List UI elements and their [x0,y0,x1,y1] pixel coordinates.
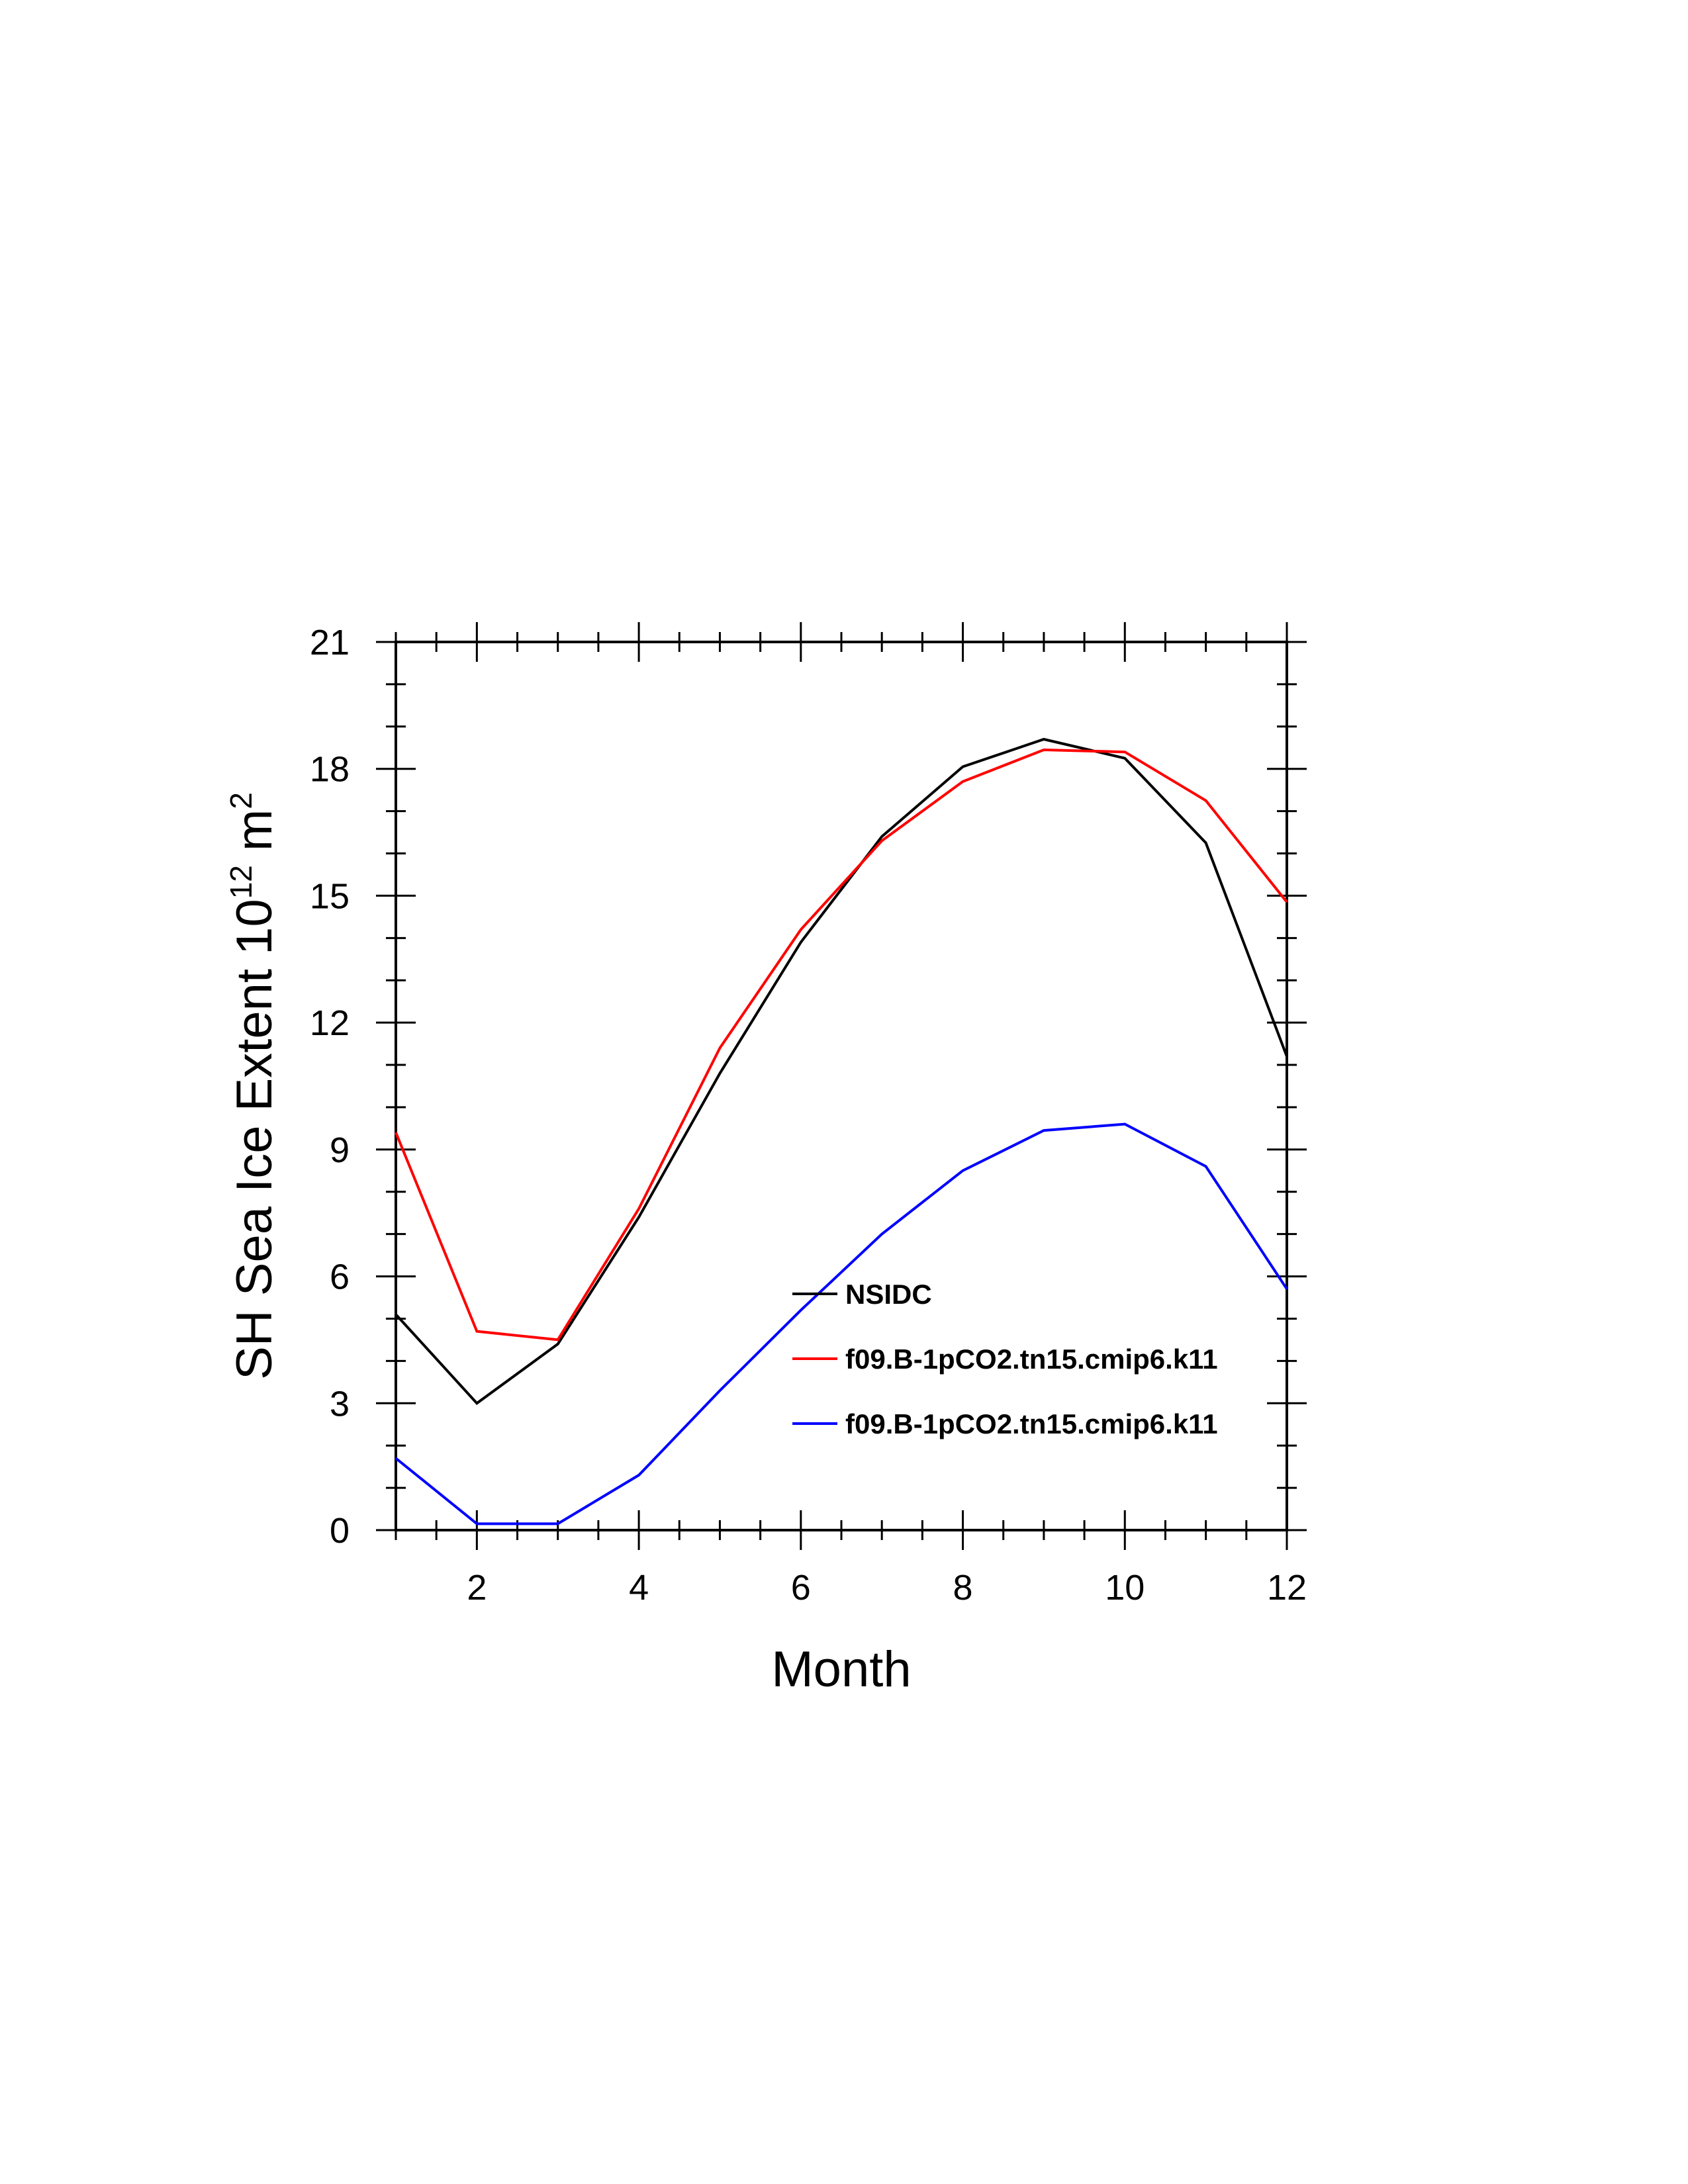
y-tick-label: 12 [310,1003,350,1043]
series-line-2 [395,748,1288,1342]
x-tick-label: 6 [791,1568,811,1608]
series-lines [395,737,1288,1525]
y-tick-label: 0 [330,1511,350,1551]
legend-label: f09.B-1pCO2.tn15.cmip6.k11 [845,1343,1218,1375]
x-tick-label: 4 [629,1568,649,1608]
axis-ticks [376,622,1307,1550]
plot-frame [395,641,1288,1531]
y-tick-label: 9 [330,1130,350,1170]
x-tick-label: 12 [1267,1568,1307,1608]
y-axis-title-exponent2: 2 [224,792,258,809]
x-tick-label: 10 [1105,1568,1145,1608]
x-tick-label: 2 [467,1568,487,1608]
y-tick-label: 21 [310,623,350,662]
series-line-3 [395,1122,1288,1525]
tick-labels: 2 4 6 8 10 12 0 3 6 9 12 15 18 21 [310,623,1307,1608]
y-axis-title-exponent1: 12 [224,865,258,899]
y-tick-label: 3 [330,1384,350,1424]
legend: NSIDC f09.B-1pCO2.tn15.cmip6.k11 f09.B-1pC… [792,1279,1218,1439]
series-line-1 [395,737,1288,1405]
y-tick-label: 6 [330,1257,350,1297]
legend-label: NSIDC [845,1279,932,1310]
y-tick-label: 18 [310,750,350,790]
y-axis-title-unit: m [226,809,283,865]
x-axis-title: Month [771,1641,911,1698]
y-axis-title: SH Sea Ice Extent 1012 m2 [224,792,283,1380]
y-tick-label: 15 [310,876,350,916]
x-tick-label: 8 [953,1568,973,1608]
legend-label: f09.B-1pCO2.tn15.cmip6.k11 [845,1408,1218,1439]
y-axis-title-text: SH Sea Ice Extent 10 [226,899,283,1380]
